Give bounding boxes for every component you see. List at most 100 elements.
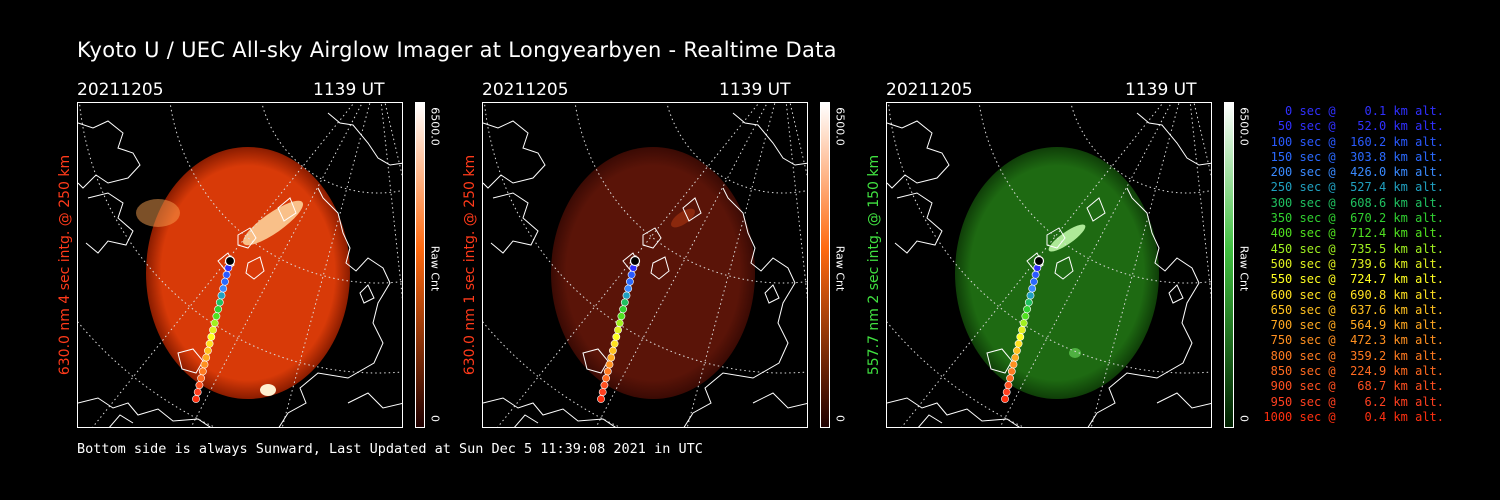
panel-1-ylabel-wrap: 630.0 nm 4 sec intg. @ 250 km xyxy=(55,102,75,428)
legend-row: 450 sec @ 735.5 km alt. xyxy=(1263,241,1444,256)
panel-3-colorbar-labels: 6500.0 Raw Cnt 0 xyxy=(1236,102,1252,428)
panel-2-cbar-unit: Raw Cnt xyxy=(833,245,847,292)
station-marker xyxy=(629,255,641,267)
trajectory-point xyxy=(1009,360,1018,369)
station-marker xyxy=(224,255,236,267)
trajectory-point xyxy=(624,284,633,293)
trajectory-point xyxy=(614,326,622,334)
legend-row: 400 sec @ 712.4 km alt. xyxy=(1263,226,1444,241)
airglow-disc xyxy=(551,147,755,399)
panel-2-colorbar-labels: 6500.0 Raw Cnt 0 xyxy=(832,102,848,428)
trajectory-point xyxy=(1019,319,1028,327)
trajectory-point xyxy=(217,291,226,300)
panel-3-date: 20211205 xyxy=(886,80,973,100)
trajectory-point xyxy=(1021,312,1030,321)
coastline xyxy=(483,112,807,427)
trajectory-point xyxy=(1004,381,1013,390)
trajectory-point xyxy=(210,319,219,327)
trajectory-point xyxy=(1023,305,1031,314)
trajectory-point xyxy=(195,381,204,390)
station-marker xyxy=(1033,255,1045,267)
trajectory-point xyxy=(1006,374,1014,383)
trajectory-point xyxy=(209,326,217,334)
panel-2-cbar-min: 0 xyxy=(833,415,847,422)
aurora-patch xyxy=(1048,224,1086,252)
legend-row: 350 sec @ 670.2 km alt. xyxy=(1263,211,1444,226)
trajectory-point xyxy=(215,298,224,307)
panel-2-date: 20211205 xyxy=(482,80,569,100)
trajectory-point xyxy=(192,395,200,403)
panel-2-cbar-max: 6500.0 xyxy=(833,107,847,146)
aurora-patch xyxy=(671,208,695,228)
trajectory-point xyxy=(203,346,212,355)
panel-3-colorbar xyxy=(1224,102,1234,428)
aurora-patch xyxy=(1069,348,1081,358)
trajectory-point xyxy=(202,353,211,362)
panel-1-allsky-image xyxy=(77,102,403,428)
trajectory-point xyxy=(1014,339,1023,348)
trajectory-point xyxy=(622,291,631,300)
panel-3-cbar-unit: Raw Cnt xyxy=(1237,245,1251,292)
trajectory-point xyxy=(597,395,605,403)
legend-row: 100 sec @ 160.2 km alt. xyxy=(1263,134,1444,149)
panel-1-cbar-max: 6500.0 xyxy=(428,107,442,146)
trajectory-point xyxy=(1016,332,1025,341)
trajectory-point xyxy=(222,270,231,279)
trajectory-point xyxy=(207,332,216,341)
trajectory-point xyxy=(603,367,612,376)
panel-3-ylabel: 557.7 nm 2 sec intg. @ 150 km xyxy=(866,154,882,376)
trajectory-point xyxy=(1024,298,1033,307)
footer-status: Bottom side is always Sunward, Last Upda… xyxy=(77,441,703,457)
trajectory-point xyxy=(205,339,214,348)
trajectory-point xyxy=(627,270,636,279)
trajectory-point xyxy=(193,388,202,396)
legend-row: 300 sec @ 608.6 km alt. xyxy=(1263,195,1444,210)
trajectory-point xyxy=(1018,326,1026,334)
trajectory-legend: 0 sec @ 0.1 km alt. 50 sec @ 52.0 km alt… xyxy=(1262,104,1444,425)
trajectory-point xyxy=(1026,291,1035,300)
trajectory-point xyxy=(1012,346,1021,355)
legend-row: 850 sec @ 224.9 km alt. xyxy=(1263,364,1444,379)
trajectory-point xyxy=(608,346,617,355)
aurora-patch xyxy=(242,200,304,246)
trajectory-point xyxy=(619,305,627,314)
trajectory-point xyxy=(1011,353,1020,362)
panel-1-ylabel: 630.0 nm 4 sec intg. @ 250 km xyxy=(57,154,73,376)
coastline xyxy=(887,112,1211,427)
trajectory-point xyxy=(1002,388,1011,396)
legend-row: 150 sec @ 303.8 km alt. xyxy=(1263,149,1444,164)
legend-row: 550 sec @ 724.7 km alt. xyxy=(1263,272,1444,287)
panel-2-time: 1139 UT xyxy=(719,80,791,100)
legend-row: 650 sec @ 637.6 km alt. xyxy=(1263,302,1444,317)
panel-2-ylabel-wrap: 630.0 nm 1 sec intg. @ 250 km xyxy=(460,102,480,428)
panel-1-date: 20211205 xyxy=(77,80,164,100)
trajectory-point xyxy=(1031,270,1040,279)
trajectory-point xyxy=(220,277,229,286)
trajectory-point xyxy=(602,374,610,383)
legend-row: 1000 sec @ 0.4 km alt. xyxy=(1263,409,1444,424)
trajectory-point xyxy=(598,388,607,396)
trajectory-point xyxy=(612,332,621,341)
legend-row: 250 sec @ 527.4 km alt. xyxy=(1263,180,1444,195)
trajectory-point xyxy=(1028,284,1037,293)
rocket-trajectory xyxy=(597,255,641,403)
trajectory-point xyxy=(620,298,629,307)
legend-row: 800 sec @ 359.2 km alt. xyxy=(1263,348,1444,363)
panel-1-cbar-unit: Raw Cnt xyxy=(428,245,442,292)
trajectory-point xyxy=(214,305,222,314)
trajectory-point xyxy=(1001,395,1009,403)
trajectory-point xyxy=(197,374,205,383)
panel-2-colorbar xyxy=(820,102,830,428)
coastline xyxy=(78,112,402,427)
aurora-patch xyxy=(136,199,180,227)
panel-3-time: 1139 UT xyxy=(1125,80,1197,100)
trajectory-point xyxy=(607,353,616,362)
panel-3-ylabel-wrap: 557.7 nm 2 sec intg. @ 150 km xyxy=(864,102,884,428)
legend-row: 750 sec @ 472.3 km alt. xyxy=(1263,333,1444,348)
trajectory-point xyxy=(1029,277,1038,286)
page-title: Kyoto U / UEC All-sky Airglow Imager at … xyxy=(77,38,837,62)
airglow-disc xyxy=(955,147,1159,399)
legend-row: 50 sec @ 52.0 km alt. xyxy=(1263,119,1444,134)
trajectory-point xyxy=(219,284,228,293)
trajectory-point xyxy=(625,277,634,286)
